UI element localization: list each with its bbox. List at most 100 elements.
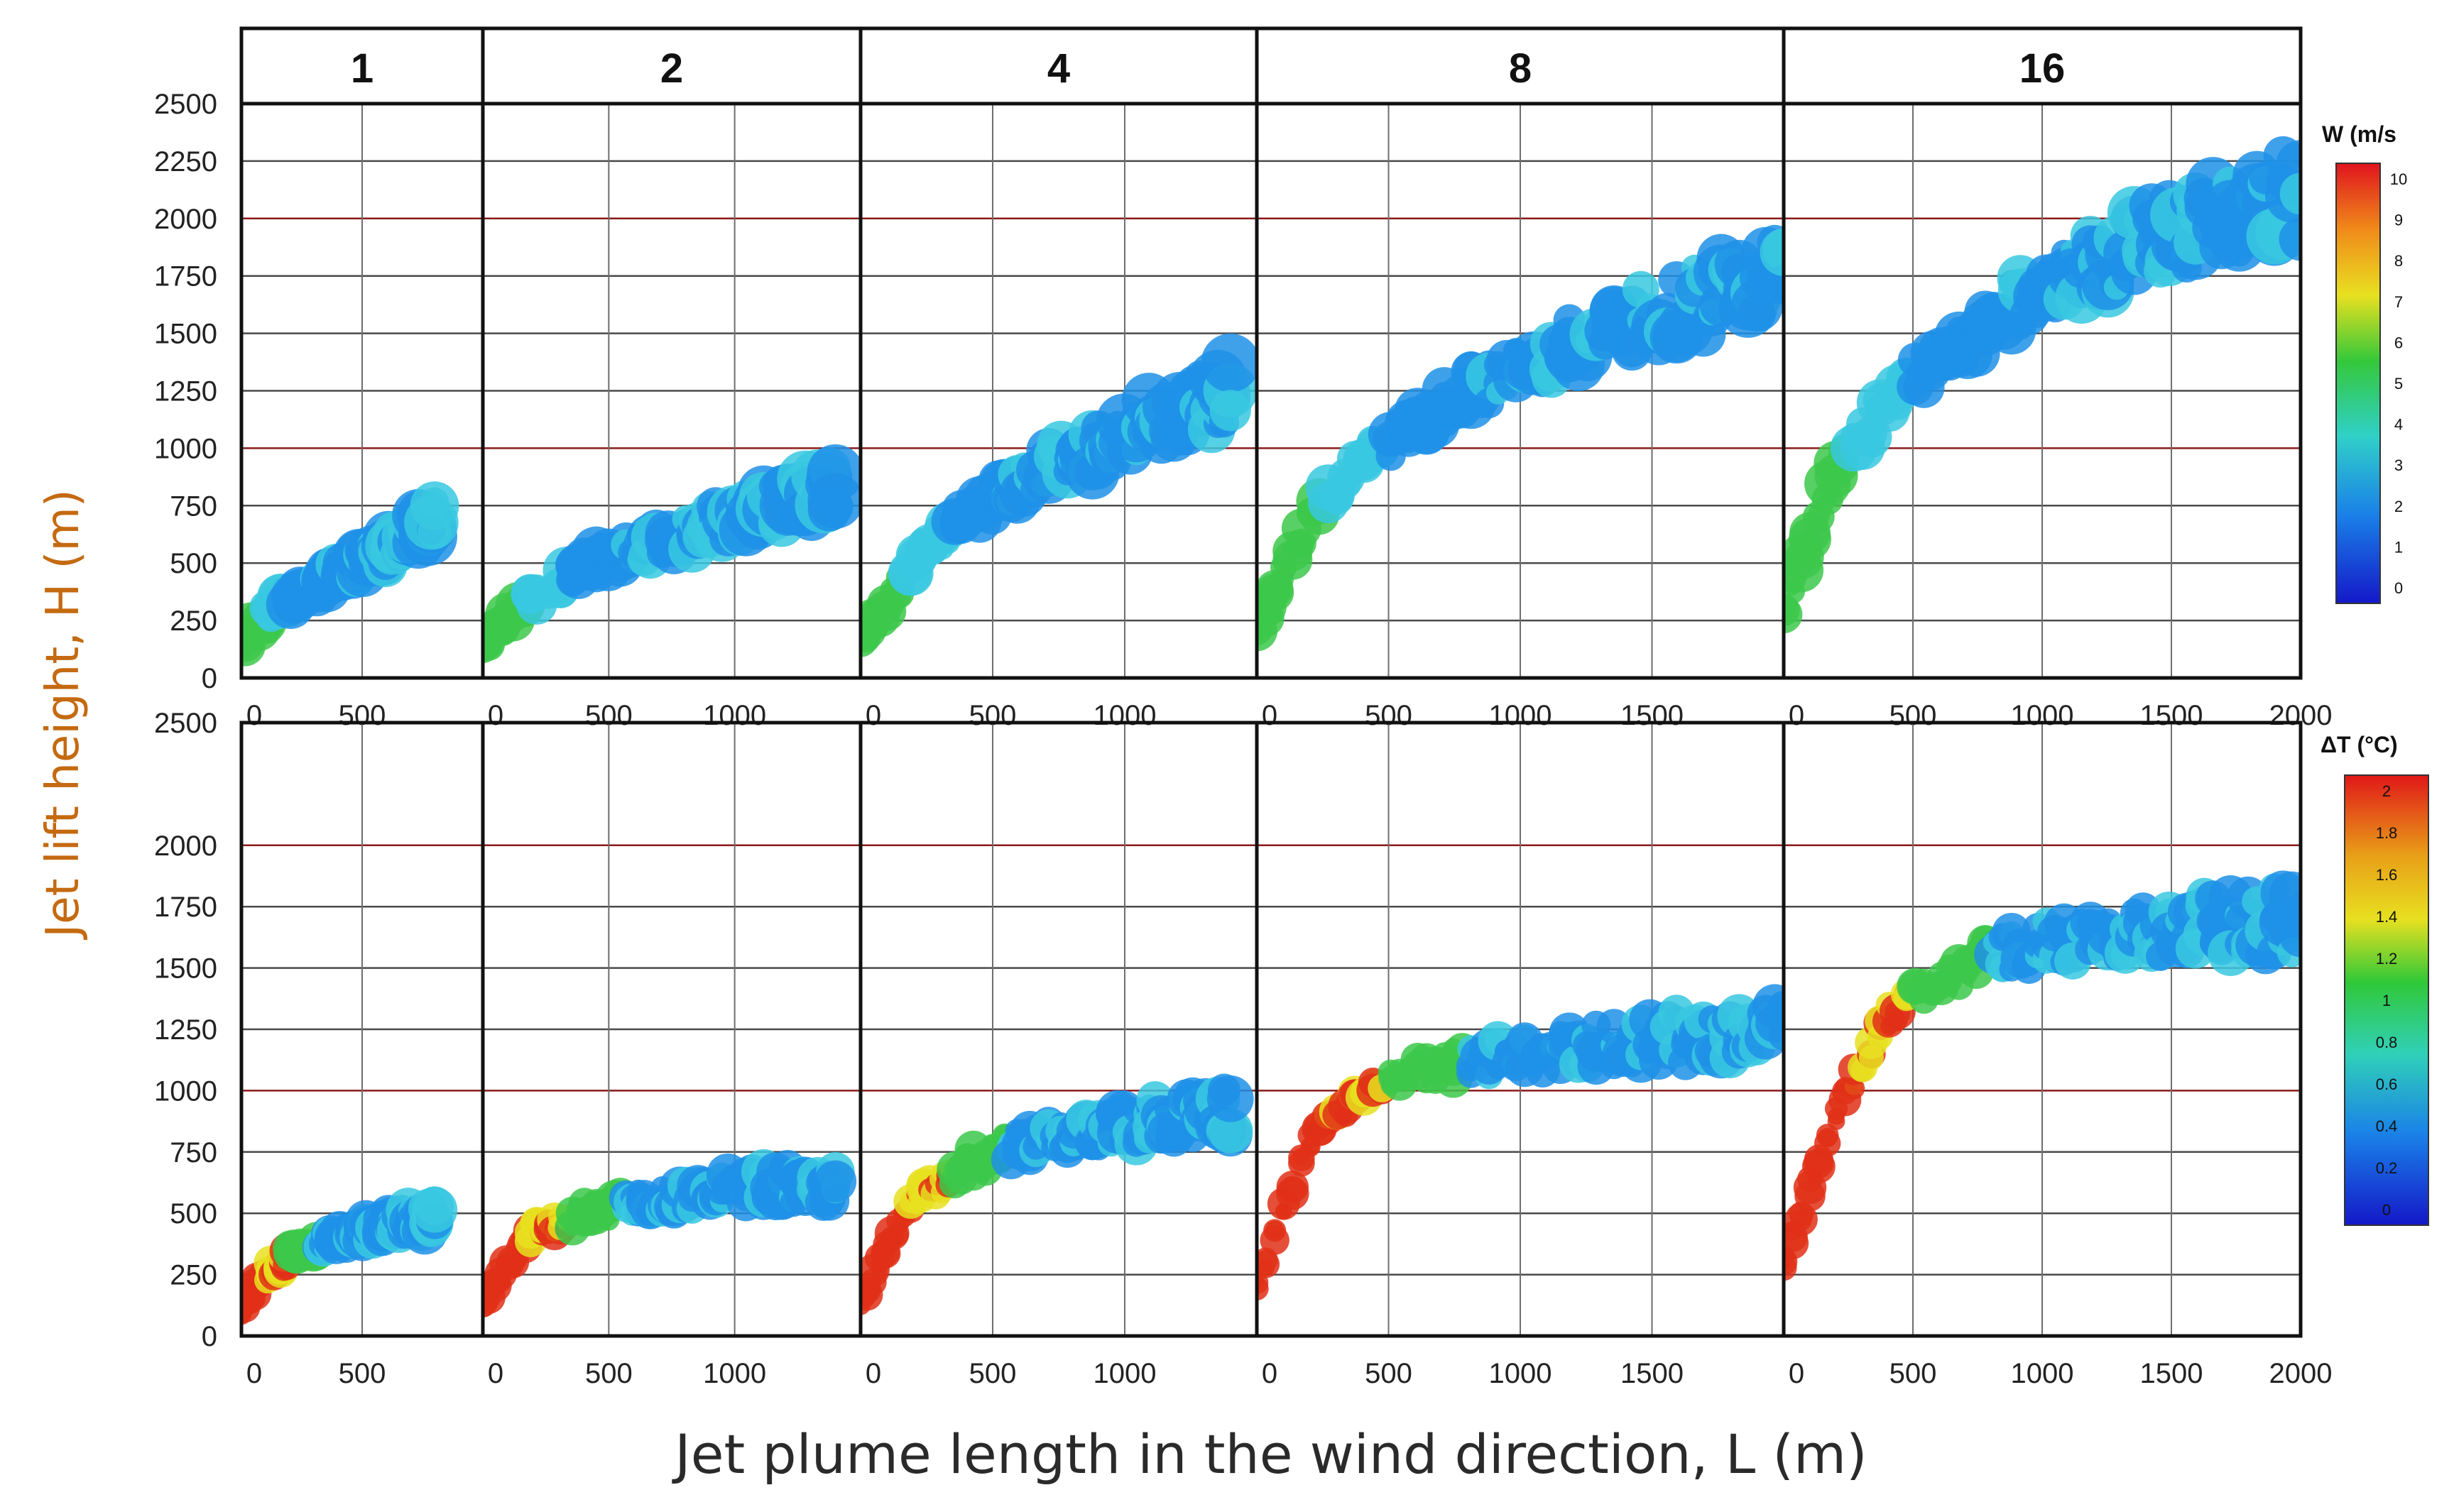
panel-frame (1782, 102, 2303, 680)
y-tick-label: 2000 (154, 204, 217, 235)
x-tick-label: 1000 (1489, 1358, 1552, 1389)
y-tick-label: 1250 (154, 376, 217, 407)
panel-header-band (239, 26, 2303, 106)
plume-bottom-16 (1784, 870, 2301, 1281)
colorbar-bottom: ΔT (°C) 2 1.8 1.6 1.4 1.2 1 0.8 0.6 0.4 0.2 0 (2321, 732, 2429, 1226)
colorbar-tick-label: 0.4 (2376, 1117, 2398, 1135)
bottom-row-plot: 0 250 500 750 1000 1250 1500 1750 2000 2500 0 500 0 5… (154, 708, 2332, 1389)
plume-bottom-8 (1257, 984, 1784, 1300)
colorbar-tick-label: 2 (2382, 782, 2391, 800)
plume-cell (1768, 1019, 1784, 1051)
plume-cell (1209, 390, 1251, 432)
plume-cell (814, 1160, 857, 1203)
colorbar-tick-label: 0 (2382, 1201, 2391, 1219)
x-tick-label: 1500 (1620, 1358, 1684, 1389)
plume-cell (1767, 990, 1784, 1023)
panel-bottom-4: 0 500 1000 (858, 721, 1259, 1389)
y-tick-label: 250 (170, 1260, 217, 1291)
x-tick-label: 1000 (703, 1358, 766, 1389)
x-tick-label: 0 (488, 700, 503, 731)
plume-cell (1799, 528, 1821, 549)
panel-top-16: 0 500 1000 1500 2000 (1782, 102, 2332, 731)
plume-bottom-2 (483, 1149, 857, 1317)
plume-cell (2284, 904, 2301, 937)
y-tick-label: 2000 (154, 831, 217, 862)
y-tick-label: 500 (170, 1198, 217, 1229)
colorbar-tick-label: 10 (2390, 170, 2407, 188)
plume-top-2 (483, 444, 861, 664)
x-tick-label: 500 (339, 1358, 386, 1389)
y-tick-label: 1500 (154, 319, 217, 350)
plume-cell (1201, 333, 1257, 393)
x-tick-label: 0 (866, 700, 881, 731)
plume-cell (2279, 217, 2301, 261)
colorbar-tick-label: 2 (2394, 498, 2403, 515)
panel-top-8: 0 500 1000 1500 (1255, 102, 1786, 731)
plume-cell (1263, 1219, 1287, 1242)
x-tick-label: 0 (246, 700, 262, 731)
plume-cell (1206, 1075, 1254, 1122)
x-tick-label: 500 (585, 1358, 633, 1389)
plume-cell (415, 1186, 454, 1225)
y-tick-label: 500 (170, 548, 217, 579)
panel-header-16: 16 (2019, 45, 2066, 92)
panel-frame (1782, 721, 2303, 1338)
plume-cell (417, 515, 452, 549)
plume-cell (807, 473, 861, 529)
y-tick-label: 0 (202, 663, 217, 694)
y-tick-label: 2500 (154, 708, 217, 739)
x-tick-label: 1000 (2011, 1358, 2074, 1389)
y-tick-label: 750 (170, 491, 217, 522)
colorbar-tick-label: 1.2 (2376, 950, 2398, 968)
x-tick-label: 0 (246, 1358, 262, 1389)
top-row-plot: 1 2 4 8 16 0 250 500 750 1000 1250 1500 1750 2000 2250… (154, 26, 2332, 731)
plume-cell (1257, 1259, 1275, 1276)
y-tick-label: 0 (202, 1321, 217, 1352)
panel-bottom-2: 0 500 1000 (481, 721, 863, 1389)
colorbar-tick-label: 9 (2394, 212, 2403, 229)
colorbar-tick-label: 8 (2394, 252, 2403, 270)
y-tick-label: 1000 (154, 1075, 217, 1107)
y-tick-label: 1750 (154, 261, 217, 292)
panel-top-2: 0 500 1000 (481, 102, 863, 731)
colorbar-top-label: W (m/s (2322, 121, 2396, 147)
x-tick-label: 0 (1262, 1358, 1277, 1389)
plume-cell (1760, 229, 1784, 276)
colorbar-tick-label: 1.4 (2376, 908, 2398, 926)
colorbar-tick-label: 1.8 (2376, 824, 2398, 842)
panel-header-1: 1 (351, 45, 373, 92)
plume-top-4 (861, 333, 1257, 657)
panel-bottom-1: 0 500 (239, 721, 485, 1389)
y-tick-label: 250 (170, 606, 217, 637)
colorbar-tick-label: 0 (2394, 579, 2403, 597)
x-axis-label: Jet plume length in the wind direction, … (672, 1423, 1867, 1486)
plume-cell (1843, 1077, 1865, 1100)
panel-bottom-8: 0 500 1000 1500 (1255, 721, 1786, 1389)
x-tick-label: 1000 (1094, 1358, 1157, 1389)
panel-top-4: 0 500 1000 (858, 102, 1259, 731)
x-tick-label: 500 (1889, 1358, 1937, 1389)
plume-top-16 (1784, 136, 2301, 634)
panel-header-8: 8 (1509, 45, 1532, 92)
plume-top-8 (1257, 224, 1784, 652)
colorbar-tick-label: 1 (2382, 992, 2391, 1009)
colorbar-tick-label: 0.6 (2376, 1075, 2398, 1093)
y-tick-label: 1750 (154, 892, 217, 923)
plume-bottom-1 (241, 1186, 458, 1325)
y-tick-label: 750 (170, 1137, 217, 1168)
x-tick-label: 2000 (2269, 1358, 2333, 1389)
x-tick-label: 0 (488, 1358, 503, 1389)
y-tick-label: 1250 (154, 1014, 217, 1046)
colorbar-tick-label: 4 (2394, 416, 2403, 434)
panel-top-1: 0 500 (239, 102, 485, 731)
plume-cell (1289, 531, 1314, 557)
plume-top-1 (241, 481, 459, 667)
colorbar-tick-label: 0.8 (2376, 1034, 2398, 1051)
y-tick-label: 1500 (154, 953, 217, 985)
colorbar-bottom-label: ΔT (°C) (2321, 732, 2398, 757)
plume-cell (1208, 1108, 1253, 1154)
colorbar-bottom-gradient (2344, 774, 2429, 1226)
